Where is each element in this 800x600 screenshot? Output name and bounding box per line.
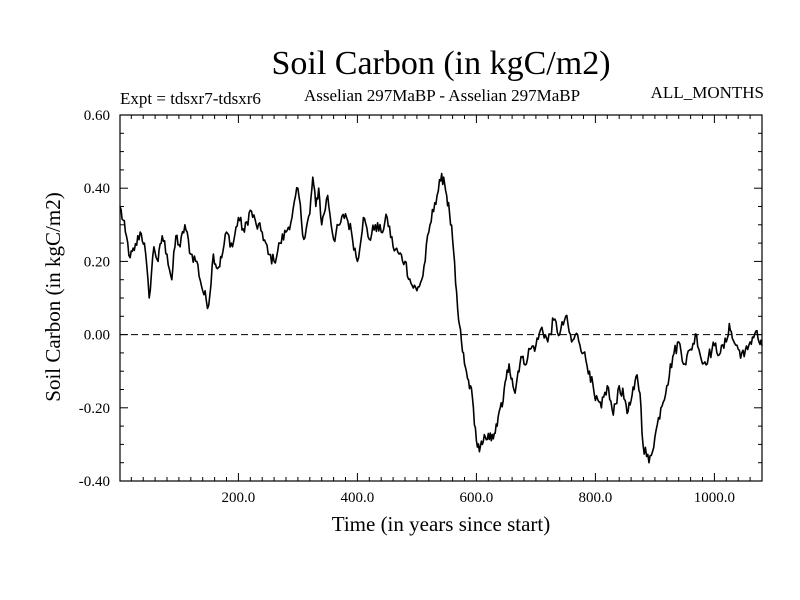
y-tick-label: 0.40 (84, 181, 110, 197)
soil-carbon-series-line (119, 172, 763, 464)
x-tick-label: 800.0 (579, 490, 613, 506)
months-label: ALL_MONTHS (651, 83, 764, 102)
y-tick-label: 0.00 (84, 328, 110, 344)
x-tick-label: 200.0 (222, 490, 256, 506)
x-tick-label: 1000.0 (694, 490, 735, 506)
tick-labels: 200.0 400.0 600.0 800.0 1000.0 -0.40 -0.20 0.00… (79, 108, 735, 506)
x-tick-label: 600.0 (460, 490, 494, 506)
major-ticks (120, 114, 762, 482)
y-tick-label: -0.40 (79, 474, 110, 490)
chart-title: Soil Carbon (in kgC/m2) (271, 45, 610, 82)
expt-label: Expt = tdsxr7-tdsxr6 (120, 89, 261, 108)
plot-frame (119, 114, 763, 482)
x-tick-label: 400.0 (341, 490, 375, 506)
x-axis-label: Time (in years since start) (332, 512, 551, 536)
y-tick-label: 0.20 (84, 254, 110, 270)
minor-ticks (120, 115, 762, 481)
y-axis-label: Soil Carbon (in kgC/m2) (41, 192, 65, 401)
experiment-comparison-label: Asselian 297MaBP - Asselian 297MaBP (304, 86, 580, 105)
y-tick-label: -0.20 (79, 401, 110, 417)
y-tick-label: 0.60 (84, 108, 110, 124)
